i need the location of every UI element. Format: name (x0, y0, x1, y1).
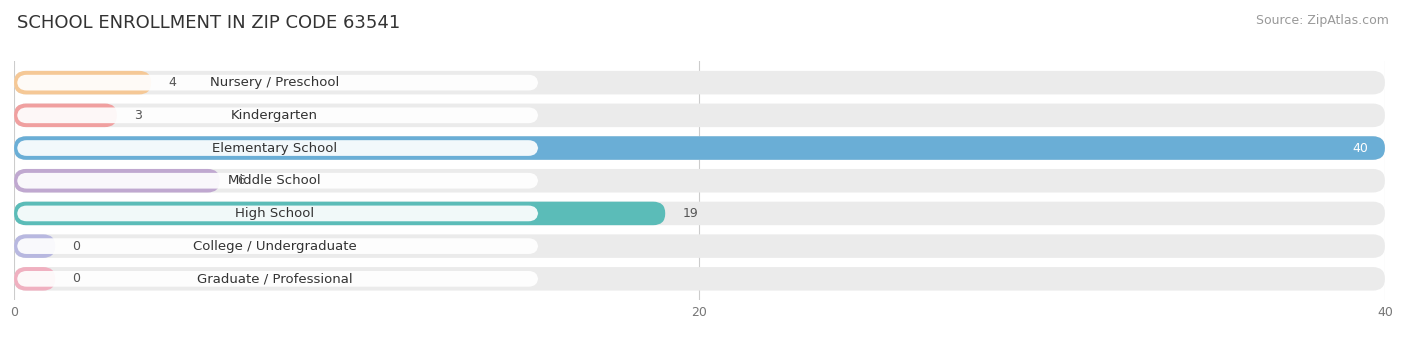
Text: Middle School: Middle School (228, 174, 321, 187)
FancyBboxPatch shape (17, 140, 538, 156)
Text: Nursery / Preschool: Nursery / Preschool (209, 76, 339, 89)
FancyBboxPatch shape (14, 104, 1385, 127)
Text: Kindergarten: Kindergarten (231, 109, 318, 122)
FancyBboxPatch shape (17, 107, 538, 123)
FancyBboxPatch shape (14, 234, 1385, 258)
FancyBboxPatch shape (17, 206, 538, 221)
FancyBboxPatch shape (14, 267, 55, 291)
Text: SCHOOL ENROLLMENT IN ZIP CODE 63541: SCHOOL ENROLLMENT IN ZIP CODE 63541 (17, 14, 401, 32)
Text: College / Undergraduate: College / Undergraduate (193, 240, 356, 253)
Text: 19: 19 (682, 207, 699, 220)
Text: Graduate / Professional: Graduate / Professional (197, 272, 353, 285)
Text: 40: 40 (1353, 142, 1368, 154)
FancyBboxPatch shape (14, 202, 1385, 225)
FancyBboxPatch shape (14, 71, 152, 94)
FancyBboxPatch shape (14, 267, 1385, 291)
Text: High School: High School (235, 207, 314, 220)
FancyBboxPatch shape (14, 169, 1385, 193)
FancyBboxPatch shape (17, 173, 538, 189)
FancyBboxPatch shape (14, 234, 55, 258)
Text: Source: ZipAtlas.com: Source: ZipAtlas.com (1256, 14, 1389, 27)
FancyBboxPatch shape (14, 104, 117, 127)
Text: 0: 0 (72, 272, 80, 285)
FancyBboxPatch shape (14, 136, 1385, 160)
Text: 4: 4 (169, 76, 176, 89)
FancyBboxPatch shape (14, 169, 219, 193)
Text: Elementary School: Elementary School (212, 142, 337, 154)
FancyBboxPatch shape (17, 238, 538, 254)
FancyBboxPatch shape (17, 271, 538, 287)
FancyBboxPatch shape (14, 71, 1385, 94)
FancyBboxPatch shape (14, 202, 665, 225)
Text: 0: 0 (72, 240, 80, 253)
Text: 3: 3 (134, 109, 142, 122)
Text: 6: 6 (236, 174, 245, 187)
FancyBboxPatch shape (14, 136, 1385, 160)
FancyBboxPatch shape (17, 75, 538, 90)
